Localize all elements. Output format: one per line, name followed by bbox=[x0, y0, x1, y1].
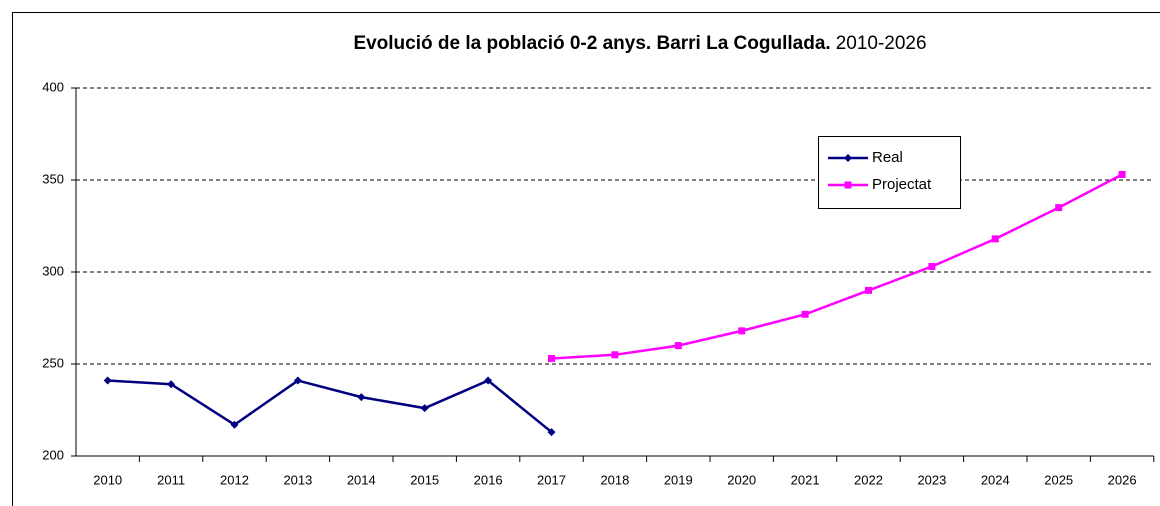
chart-title: Evolució de la població 0-2 anys. Barri … bbox=[353, 33, 926, 54]
x-tick-label: 2019 bbox=[664, 472, 693, 487]
data-point bbox=[167, 380, 176, 389]
chart-border bbox=[12, 12, 1160, 506]
data-point bbox=[611, 351, 619, 359]
title-years: 2010-2026 bbox=[836, 33, 927, 54]
x-tick-label: 2026 bbox=[1108, 472, 1137, 487]
data-point bbox=[1118, 170, 1126, 178]
legend-marker bbox=[844, 154, 852, 162]
y-tick-label: 400 bbox=[42, 79, 64, 94]
data-point bbox=[103, 376, 112, 385]
data-point bbox=[357, 393, 366, 402]
legend-box bbox=[818, 136, 961, 209]
data-point bbox=[928, 262, 936, 270]
legend-marker bbox=[844, 181, 852, 189]
data-point bbox=[1055, 204, 1063, 212]
series-line bbox=[551, 173, 1123, 360]
x-tick-label: 2024 bbox=[981, 472, 1010, 487]
data-point bbox=[991, 235, 999, 243]
x-tick-label: 2025 bbox=[1044, 472, 1073, 487]
y-tick-label: 200 bbox=[42, 447, 64, 462]
x-tick-label: 2010 bbox=[93, 472, 122, 487]
x-tick-label: 2011 bbox=[157, 472, 185, 487]
x-tick-label: 2015 bbox=[410, 472, 439, 487]
data-point bbox=[484, 376, 493, 385]
data-point bbox=[230, 420, 239, 429]
data-point bbox=[420, 404, 429, 413]
legend-label: Projectat bbox=[872, 176, 932, 193]
x-tick-label: 2018 bbox=[600, 472, 629, 487]
x-tick-label: 2012 bbox=[220, 472, 249, 487]
data-point bbox=[801, 310, 809, 318]
x-tick-label: 2023 bbox=[917, 472, 946, 487]
data-point bbox=[547, 428, 556, 437]
x-tick-label: 2016 bbox=[474, 472, 503, 487]
data-point bbox=[548, 354, 555, 362]
x-tick-label: 2017 bbox=[537, 472, 566, 487]
data-point bbox=[738, 327, 746, 335]
data-point bbox=[865, 286, 872, 294]
x-tick-label: 2021 bbox=[791, 472, 820, 487]
x-tick-label: 2022 bbox=[854, 472, 883, 487]
series-line bbox=[107, 379, 553, 434]
y-tick-label: 350 bbox=[42, 171, 64, 186]
data-point bbox=[293, 376, 302, 385]
title-bold: Evolució de la població 0-2 anys. Barri … bbox=[353, 33, 830, 54]
x-tick-label: 2013 bbox=[283, 472, 312, 487]
data-point bbox=[674, 342, 682, 350]
legend-label: Real bbox=[872, 149, 903, 166]
y-tick-label: 300 bbox=[42, 263, 64, 278]
x-tick-label: 2020 bbox=[727, 472, 756, 487]
y-tick-label: 250 bbox=[42, 355, 64, 370]
x-tick-label: 2014 bbox=[347, 472, 376, 487]
